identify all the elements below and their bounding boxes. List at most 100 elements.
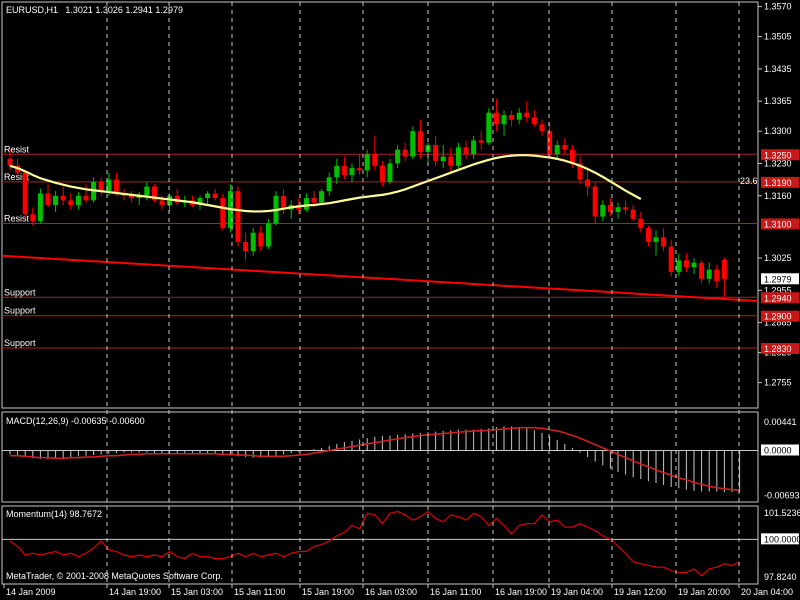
momentum-title: Momentum(14) 98.7672	[6, 509, 102, 519]
candle-body	[106, 179, 112, 192]
candle-body	[668, 246, 674, 272]
symbol-timeframe: EURUSD,H1	[6, 5, 58, 15]
time-tick-label: 19 Jan 20:00	[678, 587, 730, 597]
momentum-tick-label: 101.5236	[764, 508, 800, 518]
level-badge-label: 1.3250	[764, 150, 792, 160]
price-tick-label: 1.2955	[764, 285, 792, 295]
candle-body	[600, 205, 606, 217]
price-tick-label: 1.3230	[764, 158, 792, 168]
macd-tick-label: 0.0000	[764, 445, 792, 455]
level-badge-label: 1.2900	[764, 312, 792, 322]
level-badge-label: 1.3100	[764, 219, 792, 229]
candle-body	[683, 260, 689, 268]
candle-body	[585, 179, 591, 187]
price-tick-label: 1.3570	[764, 2, 792, 12]
red-trendline[interactable]	[1, 254, 759, 302]
candle-body	[303, 198, 309, 210]
candle-body	[136, 195, 142, 199]
price-tick-label: 1.3435	[764, 64, 792, 74]
time-tick-label: 14 Jan 2009	[6, 587, 56, 597]
momentum-axis: 101.5236 100.0000 97.8240	[761, 508, 800, 582]
candle-body	[220, 198, 226, 229]
candle-body	[311, 198, 317, 203]
price-tick-label: 1.3300	[764, 126, 792, 136]
candle-body	[638, 218, 644, 229]
candle-body	[372, 154, 378, 166]
candle-body	[53, 195, 59, 205]
current-price-label: 1.2979	[764, 274, 792, 284]
macd-tick-label: 0.00441	[764, 417, 797, 427]
candle-body	[75, 195, 81, 205]
candle-body	[547, 131, 553, 155]
candle-body	[721, 259, 727, 280]
level-label: Support	[4, 338, 36, 348]
level-badge	[761, 292, 799, 304]
candle-body	[607, 205, 613, 212]
candle-body	[326, 177, 332, 192]
candle-body	[410, 131, 416, 157]
candle-body	[554, 145, 560, 155]
level-price-badges: 1.3250 1.3190 1.3100 1.2940 1.2900 1.2830	[761, 149, 799, 355]
candle-body	[706, 269, 712, 279]
macd-zero-badge	[761, 444, 799, 456]
vertical-grid-lines	[106, 2, 740, 584]
time-tick-label: 16 Jan 03:00	[365, 587, 417, 597]
price-tick-label: 1.3505	[764, 32, 792, 42]
level-badge	[761, 310, 799, 322]
candle-body	[364, 154, 370, 171]
level-label: Resist	[4, 144, 30, 154]
candle-body	[661, 237, 667, 247]
level-label: Support	[4, 306, 36, 316]
chart-header: EURUSD,H1 1.3021 1.3026 1.2941 1.2979	[6, 5, 183, 15]
time-axis: 14 Jan 2009 14 Jan 19:00 15 Jan 03:00 15 Ja…	[3, 584, 793, 597]
candle-body	[197, 198, 203, 205]
candle-body	[562, 145, 568, 150]
candle-body	[387, 163, 393, 182]
price-tick-label: 1.3025	[764, 253, 792, 263]
time-tick-label: 16 Jan 11:00	[430, 587, 481, 597]
candle-body	[235, 191, 241, 242]
candle-body	[113, 179, 119, 194]
macd-signal-line	[10, 426, 740, 492]
candle-body	[357, 168, 363, 171]
time-tick-label: 16 Jan 19:00	[495, 587, 547, 597]
candle-body	[531, 117, 537, 125]
candle-body	[379, 165, 385, 182]
time-tick-label: 15 Jan 19:00	[302, 587, 354, 597]
candle-body	[349, 168, 355, 176]
level-badge	[761, 343, 799, 355]
candle-body	[243, 241, 249, 252]
candle-body	[433, 145, 439, 162]
candle-body	[455, 147, 461, 166]
macd-tick-label: -0.00693	[764, 491, 800, 501]
candle-body	[334, 165, 340, 178]
candle-body	[22, 172, 28, 215]
candle-body	[68, 200, 74, 205]
price-tick-label: 1.2885	[764, 318, 792, 328]
candle-body	[159, 200, 165, 205]
candle-body	[417, 131, 423, 152]
candle-body	[592, 186, 598, 217]
macd-panel[interactable]: MACD(12,26,9) -0.00635 -0.00600 0.004410…	[1, 411, 800, 503]
candle-body	[653, 237, 659, 242]
candle-body	[501, 115, 507, 125]
time-tick-label: 15 Jan 11:00	[234, 587, 285, 597]
price-tick-label: 1.3160	[764, 191, 792, 201]
candle-body	[395, 149, 401, 164]
candle-body	[129, 195, 135, 199]
copyright-text: MetaTrader, © 2001-2008 MetaQuotes Softw…	[6, 571, 223, 581]
candle-body	[493, 112, 499, 125]
level-badge-label: 1.2940	[764, 293, 792, 303]
candle-body	[645, 228, 651, 242]
candle-body	[509, 115, 515, 120]
level-badge-label: 1.2830	[764, 344, 792, 354]
candle-body	[630, 209, 636, 219]
candle-body	[539, 124, 545, 132]
candle-body	[281, 195, 287, 210]
candle-body	[144, 186, 150, 196]
momentum-panel[interactable]: Momentum(14) 98.7672 MetaTrader, © 2001-…	[1, 505, 800, 585]
price-panel[interactable]: ResistResistResistSupportSupportSupport …	[1, 1, 799, 409]
candle-body	[524, 112, 530, 118]
fibonacci-label: 23.6	[740, 176, 758, 186]
